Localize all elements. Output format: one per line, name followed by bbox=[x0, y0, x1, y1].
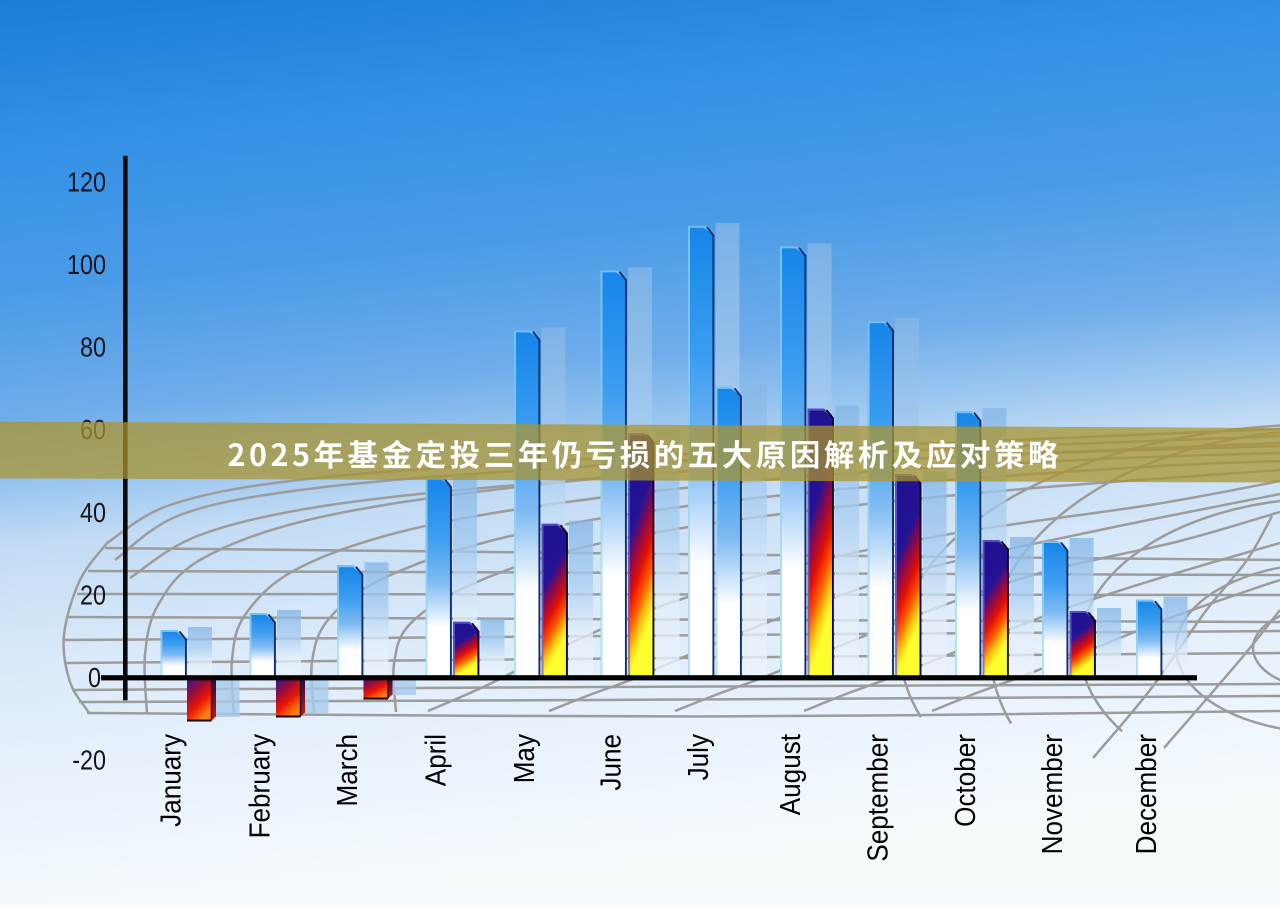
svg-text:May: May bbox=[508, 734, 541, 783]
svg-text:July: July bbox=[682, 734, 715, 781]
svg-text:February: February bbox=[243, 734, 276, 839]
svg-text:November: November bbox=[1036, 734, 1069, 854]
svg-text:December: December bbox=[1130, 734, 1163, 854]
svg-text:September: September bbox=[861, 734, 894, 862]
svg-text:40: 40 bbox=[80, 498, 106, 528]
svg-text:August: August bbox=[774, 734, 807, 816]
svg-text:June: June bbox=[594, 734, 627, 791]
svg-text:October: October bbox=[949, 734, 982, 827]
svg-text:80: 80 bbox=[80, 333, 106, 363]
svg-text:20: 20 bbox=[80, 581, 106, 611]
svg-text:100: 100 bbox=[67, 250, 106, 280]
svg-text:January: January bbox=[154, 734, 187, 827]
svg-text:April: April bbox=[419, 734, 452, 786]
svg-text:0: 0 bbox=[88, 663, 101, 693]
svg-text:March: March bbox=[331, 734, 364, 806]
svg-text:120: 120 bbox=[67, 168, 106, 198]
svg-text:-20: -20 bbox=[72, 746, 106, 776]
